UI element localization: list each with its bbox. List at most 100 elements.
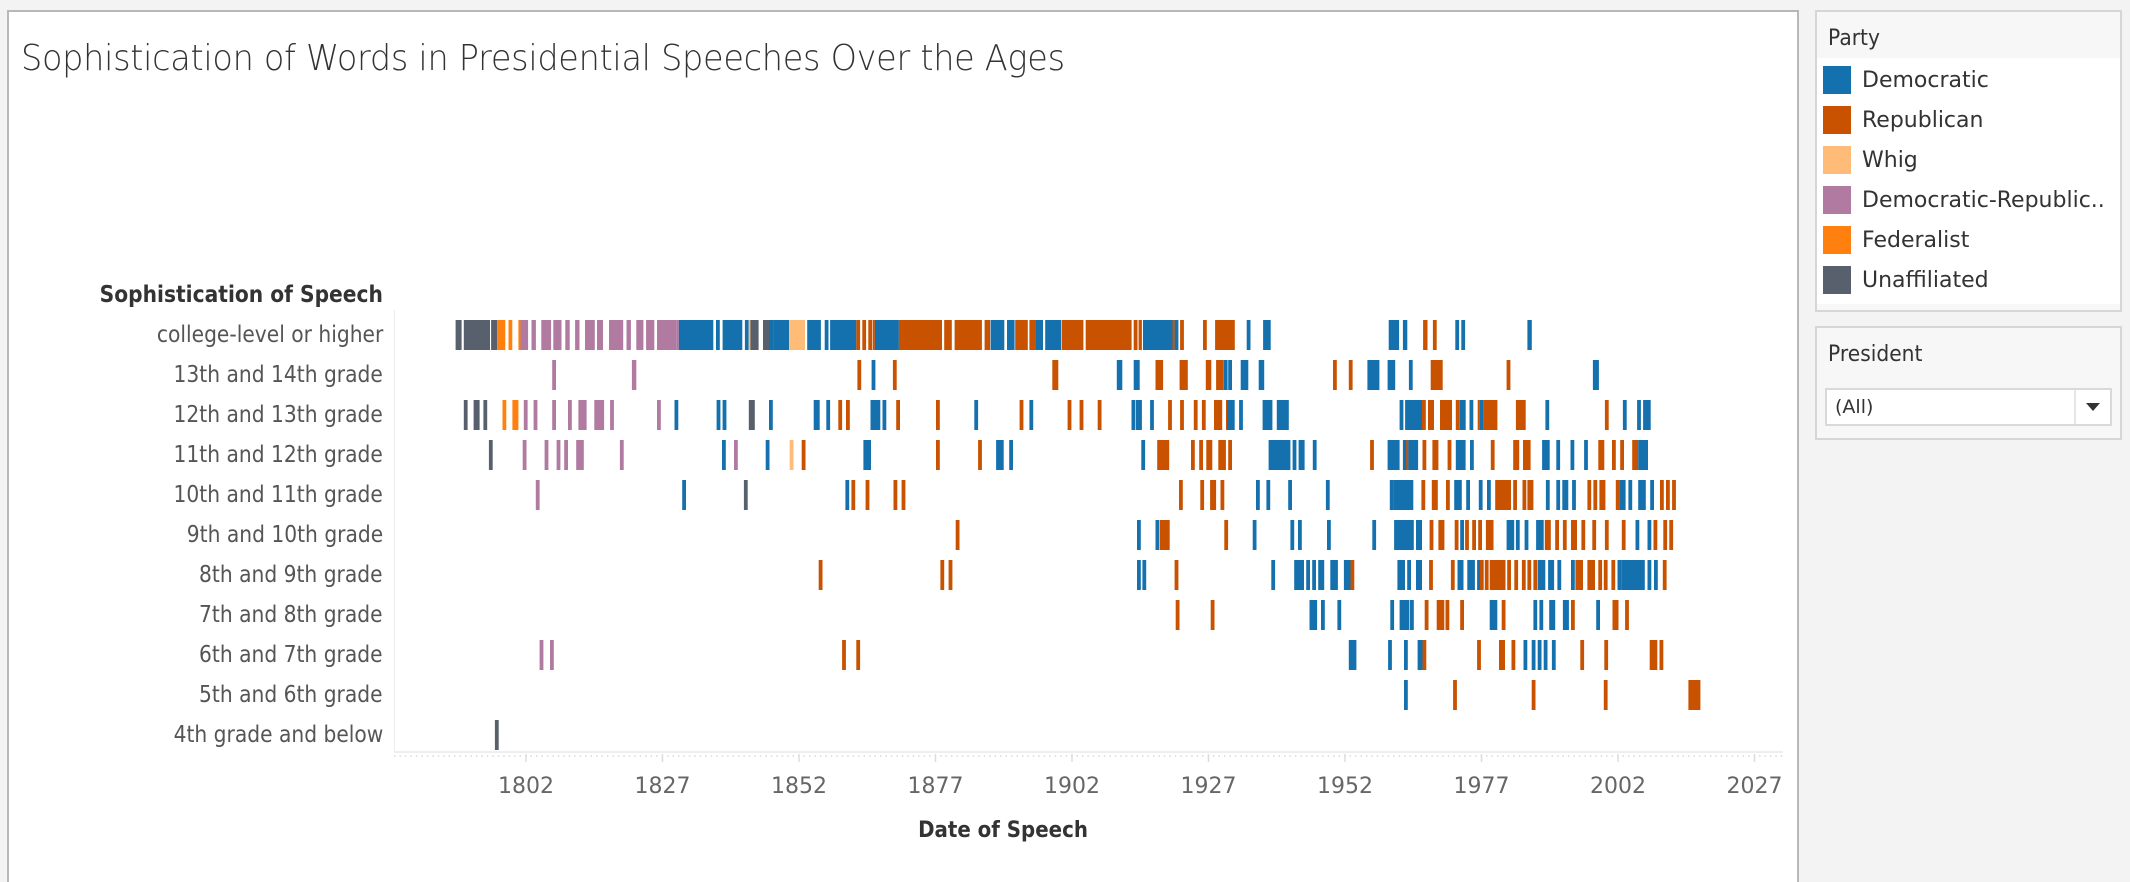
speech-bar[interactable] [857, 360, 862, 390]
speech-bar[interactable] [1537, 560, 1546, 590]
speech-bar[interactable] [1562, 600, 1569, 630]
speech-bar[interactable] [1271, 560, 1276, 590]
speech-bar[interactable] [1604, 400, 1609, 430]
speech-bar[interactable] [1347, 560, 1351, 590]
speech-bar[interactable] [838, 400, 843, 430]
speech-bar[interactable] [1489, 560, 1506, 590]
speech-bar[interactable] [1223, 360, 1228, 390]
speech-bar[interactable] [1292, 440, 1297, 470]
speech-bar[interactable] [488, 440, 493, 470]
speech-bar[interactable] [1085, 320, 1132, 350]
speech-bar[interactable] [1454, 480, 1462, 510]
speech-bar[interactable] [1522, 480, 1527, 510]
speech-bar[interactable] [518, 320, 521, 350]
speech-bar[interactable] [830, 320, 857, 350]
speech-bar[interactable] [1507, 560, 1511, 590]
speech-bar[interactable] [1174, 560, 1179, 590]
speech-bar[interactable] [722, 400, 727, 430]
speech-bar[interactable] [1523, 440, 1531, 470]
speech-bar[interactable] [1617, 560, 1622, 590]
legend-item[interactable]: Democratic [1817, 60, 2120, 100]
speech-bar[interactable] [1543, 640, 1548, 670]
speech-bar[interactable] [716, 320, 720, 350]
speech-bar[interactable] [863, 440, 871, 470]
speech-bar[interactable] [1662, 560, 1667, 590]
speech-bar[interactable] [1325, 480, 1330, 510]
speech-bar[interactable] [1422, 640, 1427, 670]
speech-bar[interactable] [1460, 600, 1464, 630]
speech-bar[interactable] [1531, 680, 1536, 710]
speech-bar[interactable] [1478, 480, 1483, 510]
speech-bar[interactable] [553, 320, 562, 350]
speech-bar[interactable] [522, 440, 527, 470]
speech-bar[interactable] [1660, 480, 1664, 510]
speech-bar[interactable] [1262, 400, 1273, 430]
speech-bar[interactable] [870, 400, 881, 430]
speech-bar[interactable] [1620, 440, 1624, 470]
speech-bar[interactable] [491, 320, 498, 350]
speech-bar[interactable] [1191, 440, 1195, 470]
speech-bar[interactable] [1647, 560, 1652, 590]
speech-bar[interactable] [1666, 480, 1670, 510]
speech-bar[interactable] [1438, 520, 1445, 550]
speech-bar[interactable] [1478, 520, 1482, 550]
speech-bar[interactable] [1045, 320, 1061, 350]
speech-bar[interactable] [1551, 640, 1556, 670]
speech-bar[interactable] [954, 320, 982, 350]
speech-bar[interactable] [508, 320, 513, 350]
speech-bar[interactable] [1097, 400, 1102, 430]
speech-bar[interactable] [1298, 440, 1305, 470]
speech-bar[interactable] [1370, 440, 1374, 470]
speech-bar[interactable] [1638, 480, 1646, 510]
speech-bar[interactable] [990, 320, 1005, 350]
speech-bar[interactable] [1397, 560, 1405, 590]
speech-bar[interactable] [1446, 480, 1450, 510]
speech-bar[interactable] [1659, 640, 1664, 670]
speech-bar[interactable] [1460, 520, 1464, 550]
speech-bar[interactable] [1172, 320, 1175, 350]
speech-bar[interactable] [1180, 320, 1184, 350]
speech-bar[interactable] [1513, 440, 1520, 470]
speech-bar[interactable] [936, 400, 940, 430]
speech-bar[interactable] [996, 440, 1004, 470]
speech-bar[interactable] [1131, 400, 1136, 430]
speech-bar[interactable] [1224, 520, 1229, 550]
speech-bar[interactable] [1214, 400, 1223, 430]
speech-bar[interactable] [1389, 360, 1393, 390]
speech-bar[interactable] [1587, 480, 1592, 510]
speech-bar[interactable] [1416, 560, 1422, 590]
speech-bar[interactable] [807, 320, 821, 350]
speech-bar[interactable] [1226, 400, 1228, 430]
speech-bar[interactable] [892, 360, 897, 390]
speech-bar[interactable] [1416, 520, 1422, 550]
speech-bar[interactable] [1052, 360, 1059, 390]
speech-bar[interactable] [533, 400, 538, 430]
speech-bar[interactable] [1428, 400, 1434, 430]
speech-bar[interactable] [678, 320, 714, 350]
speech-bar[interactable] [1440, 400, 1452, 430]
speech-bar[interactable] [1007, 320, 1015, 350]
speech-bar[interactable] [865, 480, 870, 510]
speech-bar[interactable] [463, 400, 468, 430]
speech-bar[interactable] [455, 320, 462, 350]
legend-item[interactable]: Republican [1817, 100, 2120, 140]
speech-bar[interactable] [576, 440, 584, 470]
speech-bar[interactable] [1511, 640, 1516, 670]
speech-bar[interactable] [1387, 440, 1400, 470]
speech-bar[interactable] [552, 400, 556, 430]
speech-bar[interactable] [1596, 600, 1600, 630]
speech-bar[interactable] [874, 320, 899, 350]
speech-bar[interactable] [626, 320, 631, 350]
speech-bar[interactable] [1537, 640, 1542, 670]
speech-bar[interactable] [1654, 560, 1658, 590]
speech-bar[interactable] [1294, 560, 1304, 590]
speech-bar[interactable] [1079, 400, 1084, 430]
speech-bar[interactable] [1527, 480, 1534, 510]
speech-bar[interactable] [1688, 680, 1701, 710]
speech-bar[interactable] [585, 320, 595, 350]
speech-bar[interactable] [898, 320, 942, 350]
speech-bar[interactable] [1603, 680, 1608, 710]
speech-bar[interactable] [936, 440, 940, 470]
speech-bar[interactable] [1484, 560, 1489, 590]
speech-bar[interactable] [594, 400, 605, 430]
